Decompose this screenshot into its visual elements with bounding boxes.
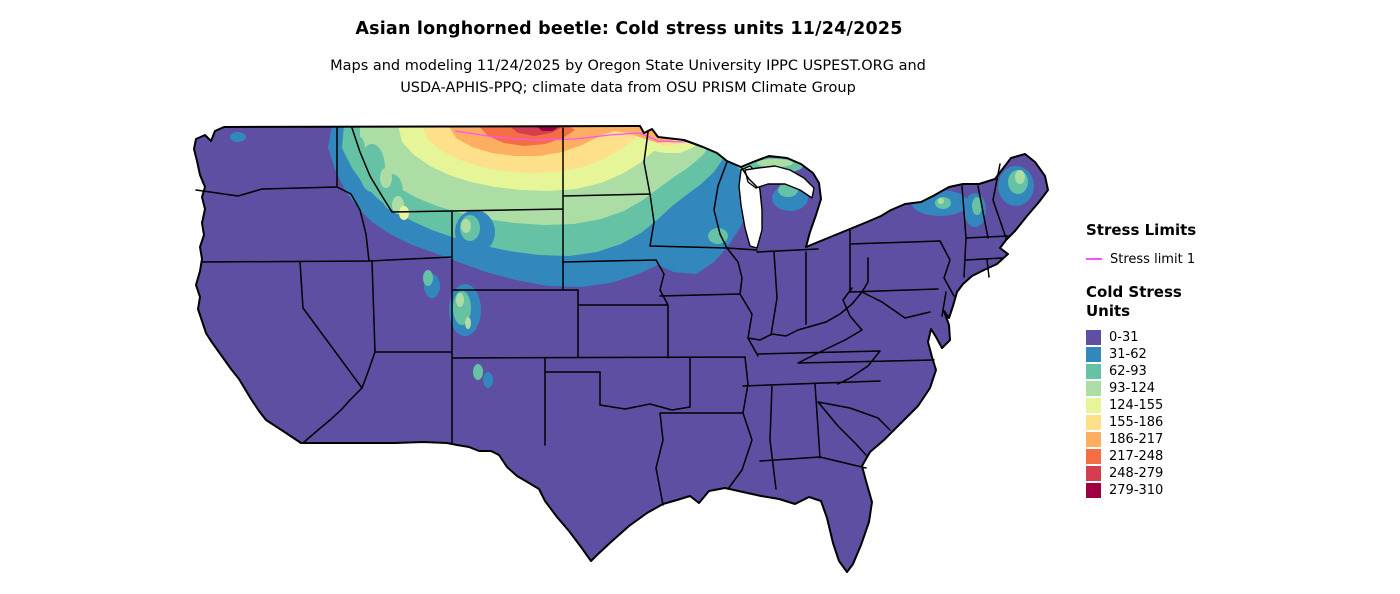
stress-limit-label: Stress limit 1 bbox=[1110, 251, 1196, 267]
legend-class-label: 62-93 bbox=[1109, 364, 1147, 379]
patch-utah-teal bbox=[423, 270, 433, 286]
cold-stress-units-heading: Cold Stress Units bbox=[1086, 283, 1182, 320]
legend-class-label: 31-62 bbox=[1109, 347, 1147, 362]
legend-color-swatch bbox=[1086, 347, 1101, 362]
legend-color-swatch bbox=[1086, 432, 1101, 447]
patch-newmexico-blue bbox=[483, 372, 493, 388]
subtitle-line-2: USDA-APHIS-PPQ; climate data from OSU PR… bbox=[400, 80, 856, 96]
mountain-patches-green bbox=[380, 159, 1025, 329]
legend-color-swatch bbox=[1086, 483, 1101, 498]
legend-class-row: 186-217 bbox=[1086, 431, 1246, 448]
patch-montana-teal bbox=[359, 144, 385, 192]
legend-class-row: 155-186 bbox=[1086, 414, 1246, 431]
patch-idaho-yellowgreen bbox=[399, 206, 409, 220]
band-217-248-east bbox=[654, 126, 690, 139]
patch-wyoming-green bbox=[461, 219, 471, 233]
cold-stress-bands bbox=[230, 126, 1034, 388]
patch-upper-peninsula-green bbox=[757, 159, 793, 167]
patch-newhampshire-teal bbox=[972, 197, 982, 215]
stress-limit-line-swatch bbox=[1086, 258, 1102, 260]
legend-color-swatch bbox=[1086, 330, 1101, 345]
legend-class-row: 62-93 bbox=[1086, 363, 1246, 380]
legend-color-swatch bbox=[1086, 415, 1101, 430]
legend-class-label: 93-124 bbox=[1109, 381, 1156, 396]
stress-limit-item: Stress limit 1 bbox=[1086, 251, 1246, 267]
legend: Stress Limits Stress limit 1 Cold Stress… bbox=[1086, 221, 1246, 499]
stress-limits-heading: Stress Limits bbox=[1086, 221, 1197, 239]
patch-cascades-blue bbox=[230, 132, 246, 142]
legend-color-swatch bbox=[1086, 364, 1101, 379]
legend-class-row: 217-248 bbox=[1086, 448, 1246, 465]
band-279-310-west bbox=[535, 126, 560, 131]
patch-colorado-green-2 bbox=[465, 317, 471, 329]
stress-limit-1-line bbox=[454, 130, 703, 143]
legend-class-label: 186-217 bbox=[1109, 432, 1164, 447]
legend-color-swatch bbox=[1086, 398, 1101, 413]
legend-class-row: 279-310 bbox=[1086, 482, 1246, 499]
patch-adirondack-green bbox=[938, 198, 944, 204]
subtitle-line-1: Maps and modeling 11/24/2025 by Oregon S… bbox=[330, 58, 926, 74]
band-248-279-east bbox=[662, 126, 686, 133]
legend-color-swatch bbox=[1086, 381, 1101, 396]
patch-colorado-green bbox=[456, 293, 464, 307]
patch-idaho-green bbox=[380, 168, 392, 188]
legend-color-swatch bbox=[1086, 466, 1101, 481]
page-subtitle: Maps and modeling 11/24/2025 by Oregon S… bbox=[0, 55, 1256, 99]
legend-class-row: 124-155 bbox=[1086, 397, 1246, 414]
legend-class-row: 31-62 bbox=[1086, 346, 1246, 363]
lake-huron-north-gap bbox=[744, 165, 815, 199]
patch-minnesota-teal bbox=[708, 228, 728, 244]
patch-newmexico-teal bbox=[473, 364, 483, 380]
legend-color-swatch bbox=[1086, 449, 1101, 464]
legend-class-label: 0-31 bbox=[1109, 330, 1139, 345]
band-279-310-east bbox=[668, 126, 680, 131]
state-borders bbox=[195, 126, 1009, 506]
legend-class-row: 0-31 bbox=[1086, 329, 1246, 346]
legend-class-row: 248-279 bbox=[1086, 465, 1246, 482]
patch-maine-green bbox=[1015, 170, 1025, 184]
legend-class-label: 248-279 bbox=[1109, 466, 1164, 481]
cold-stress-legend-entries: 0-31 31-62 62-93 93-124 124-155 155-186 bbox=[1086, 329, 1246, 499]
legend-class-label: 217-248 bbox=[1109, 449, 1164, 464]
legend-class-label: 124-155 bbox=[1109, 398, 1164, 413]
legend-class-label: 279-310 bbox=[1109, 483, 1164, 498]
legend-class-row: 93-124 bbox=[1086, 380, 1246, 397]
legend-class-label: 155-186 bbox=[1109, 415, 1164, 430]
page-title: Asian longhorned beetle: Cold stress uni… bbox=[355, 19, 903, 39]
